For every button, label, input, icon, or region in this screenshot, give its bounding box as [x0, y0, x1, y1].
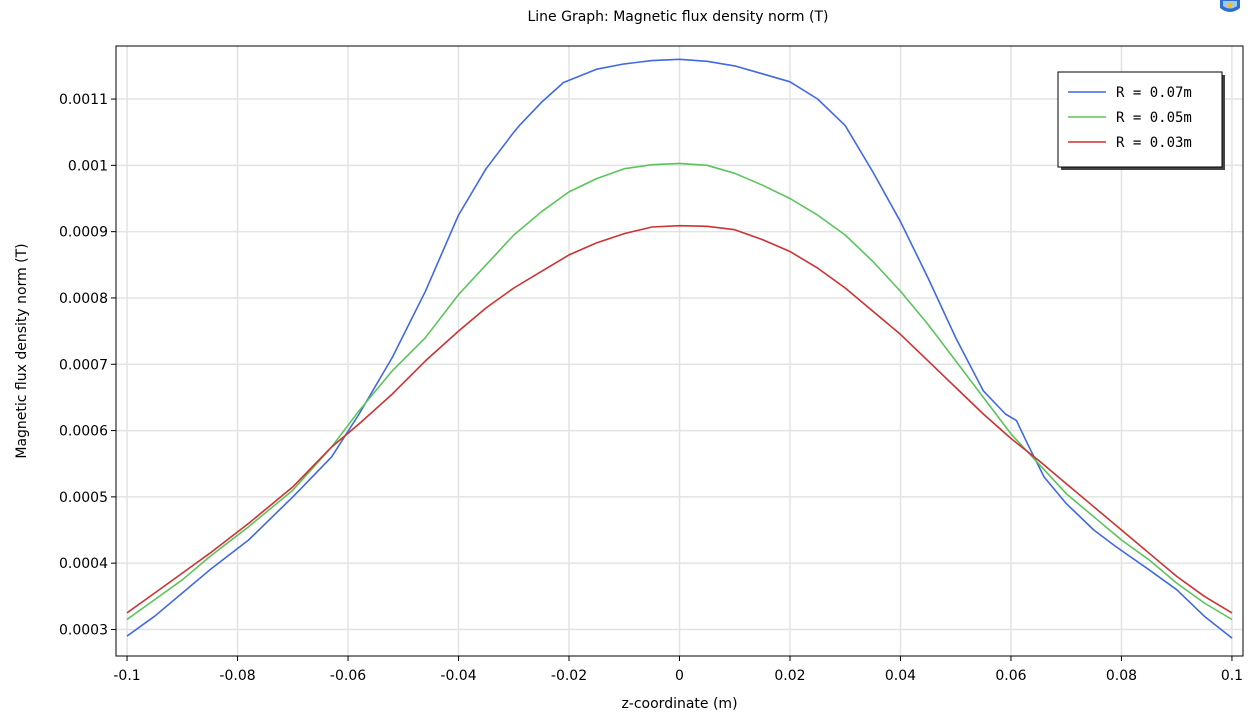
- x-axis-label: z-coordinate (m): [621, 696, 737, 712]
- grid: [116, 46, 1243, 656]
- y-tick-label: 0.0006: [59, 424, 108, 440]
- legend-label: R = 0.03m: [1116, 135, 1192, 151]
- x-tick-label: -0.04: [440, 668, 476, 684]
- legend-label: R = 0.05m: [1116, 110, 1192, 126]
- legend-label: R = 0.07m: [1116, 85, 1192, 101]
- series-lines: [126, 58, 1233, 639]
- x-tick-label: -0.08: [219, 668, 255, 684]
- y-tick-label: 0.0004: [59, 556, 108, 572]
- y-tick-label: 0.0011: [59, 92, 108, 108]
- y-tick-label: 0.001: [68, 158, 108, 174]
- y-axis-label: Magnetic flux density norm (T): [14, 243, 30, 458]
- series-line-3: [126, 224, 1233, 614]
- x-tick-label: 0: [675, 668, 684, 684]
- x-axis-ticks: -0.1 -0.08 -0.06 -0.04 -0.02 0 0.02 0.04 0.06 0.0…: [113, 656, 1243, 684]
- x-tick-label: -0.02: [551, 668, 587, 684]
- y-tick-label: 0.0003: [59, 622, 108, 638]
- y-tick-label: 0.0008: [59, 291, 108, 307]
- legend-box: [1057, 71, 1223, 168]
- y-tick-label: 0.0005: [59, 490, 108, 506]
- x-tick-label: -0.1: [113, 668, 140, 684]
- y-tick-label: 0.0007: [59, 357, 108, 373]
- chart-title: Line Graph: Magnetic flux density norm (…: [527, 9, 829, 25]
- x-tick-label: 0.1: [1221, 668, 1243, 684]
- series-line-1: [126, 58, 1233, 639]
- app-logo-icon: [1220, 0, 1240, 12]
- y-axis-ticks: 0.0003 0.0004 0.0005 0.0006 0.0007 0.0008 0.00…: [59, 92, 116, 638]
- y-tick-label: 0.0009: [59, 225, 108, 241]
- series-line-2: [126, 162, 1233, 621]
- x-tick-label: 0.02: [774, 668, 805, 684]
- x-tick-label: 0.04: [885, 668, 916, 684]
- legend: R = 0.07m R = 0.05m R = 0.03m: [1057, 71, 1225, 170]
- plot-frame: [115, 45, 1244, 657]
- x-tick-label: 0.08: [1106, 668, 1137, 684]
- x-tick-label: -0.06: [330, 668, 366, 684]
- x-tick-label: 0.06: [995, 668, 1026, 684]
